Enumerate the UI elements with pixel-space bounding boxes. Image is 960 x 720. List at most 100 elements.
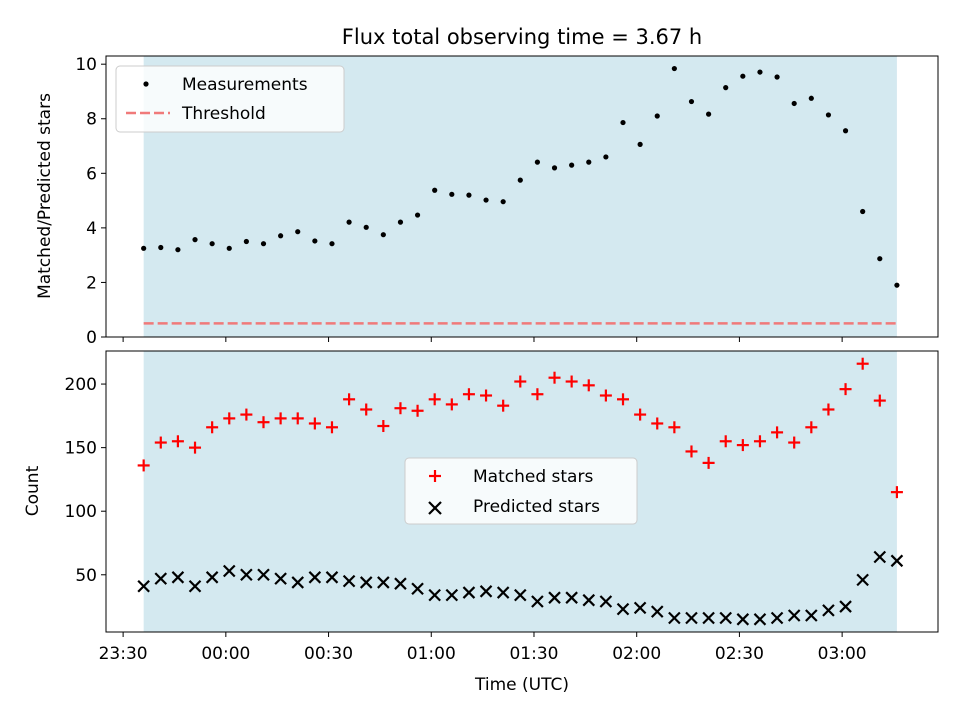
measurement-point (432, 187, 438, 193)
measurement-point (141, 245, 147, 251)
matched-star-point (394, 402, 407, 415)
predicted-star-point (394, 577, 407, 590)
measurement-point (329, 241, 335, 247)
matched-star-point (599, 389, 612, 402)
matched-star-point (514, 375, 527, 388)
legend-matched-label: Matched stars (473, 467, 593, 487)
matched-star-point (873, 394, 886, 407)
predicted-star-point (839, 600, 852, 613)
matched-star-point (377, 420, 390, 433)
predicted-star-point (137, 579, 150, 593)
y-tick-label: 10 (75, 55, 97, 75)
top-x-ticks (122, 337, 843, 342)
predicted-star-point (325, 571, 339, 584)
measurement-point (209, 241, 215, 247)
matched-star-point (445, 398, 458, 411)
measurement-point (414, 212, 421, 218)
matched-star-point (719, 435, 732, 448)
measurement-point (295, 229, 301, 235)
predicted-star-point (736, 613, 750, 626)
measurement-point (774, 74, 780, 80)
predicted-star-point (428, 588, 441, 602)
matched-star-point (856, 357, 869, 370)
predicted-star-point (565, 591, 578, 604)
bottom-axes-frame (105, 350, 939, 633)
legend-threshold-label: Threshold (181, 104, 266, 124)
predicted-star-point (514, 588, 527, 602)
measurement-point (808, 95, 814, 101)
predicted-star-point (616, 602, 630, 616)
predicted-star-point (462, 586, 476, 599)
y-tick-label: 6 (86, 164, 97, 184)
predicted-star-point (291, 576, 305, 589)
predicted-star-point (479, 585, 493, 598)
top-legend: Measurements Threshold (115, 65, 345, 133)
matched-star-point (582, 379, 595, 392)
matched-star-point (274, 412, 287, 425)
measurement-point (620, 119, 626, 126)
matched-star-point (189, 441, 202, 454)
matched-star-point (171, 435, 184, 448)
matched-star-point (257, 416, 270, 429)
measurement-point (483, 197, 489, 203)
matched-star-point (291, 412, 304, 425)
measurement-point (346, 219, 352, 225)
predicted-star-point (222, 564, 236, 578)
matched-star-point (223, 412, 236, 425)
measurement-point (877, 256, 883, 262)
matched-star-point (240, 408, 253, 421)
measurement-point (551, 165, 558, 171)
matched-star-point (137, 459, 150, 472)
y-tick-label: 4 (86, 219, 97, 239)
bottom-panel: 50 100 150 200 23:30 00:00 00:30 01:00 01:30 02:… (23, 350, 939, 695)
measurement-point (757, 69, 763, 75)
y-tick-label: 100 (65, 502, 97, 522)
predicted-star-point (805, 609, 818, 622)
matched-star-point (325, 421, 338, 434)
matched-star-point (805, 421, 818, 434)
matched-star-point (343, 393, 356, 406)
matched-star-point (548, 371, 561, 384)
legend-matched-marker (429, 470, 441, 482)
legend-predicted-label: Predicted stars (473, 497, 600, 517)
predicted-star-point (257, 568, 270, 582)
measurement-point (397, 219, 404, 225)
measurement-point (654, 113, 660, 119)
matched-star-point (771, 426, 784, 439)
x-tick-label: 02:30 (715, 644, 764, 664)
top-measurement-points (141, 65, 900, 288)
measurement-point (637, 141, 643, 147)
x-tick-label: 01:30 (509, 644, 558, 664)
predicted-star-point (650, 605, 664, 618)
measurement-point (175, 247, 181, 253)
predicted-star-point (668, 611, 681, 625)
predicted-star-point (582, 593, 596, 607)
matched-star-point (839, 383, 852, 396)
x-tick-label: 00:00 (201, 644, 250, 664)
matched-star-point (565, 375, 578, 388)
measurement-point (260, 241, 267, 247)
chart-title: Flux total observing time = 3.67 h (342, 25, 702, 49)
y-tick-label: 0 (86, 328, 97, 348)
y-tick-label: 200 (65, 375, 97, 395)
measurement-point (380, 232, 386, 238)
matched-star-point (411, 404, 424, 417)
matched-star-point (360, 403, 373, 416)
predicted-star-point (240, 568, 253, 582)
measurement-point (192, 237, 198, 243)
predicted-star-point (685, 611, 698, 625)
measurement-point (363, 224, 369, 230)
predicted-star-point (719, 611, 732, 625)
matched-star-point (428, 393, 441, 406)
matched-star-point (634, 408, 647, 421)
predicted-star-point (599, 595, 613, 608)
predicted-star-point (188, 579, 202, 593)
predicted-star-point (873, 550, 887, 564)
bottom-y-ticks: 50 100 150 200 (65, 375, 106, 586)
legend-predicted-marker (428, 501, 442, 515)
bottom-x-ticks: 23:30 00:00 00:30 01:00 01:30 02:00 02:30 03:00 (99, 632, 867, 664)
measurement-point (723, 85, 729, 91)
predicted-star-point (445, 588, 459, 602)
predicted-star-point (753, 613, 767, 626)
predicted-star-point (171, 571, 185, 584)
